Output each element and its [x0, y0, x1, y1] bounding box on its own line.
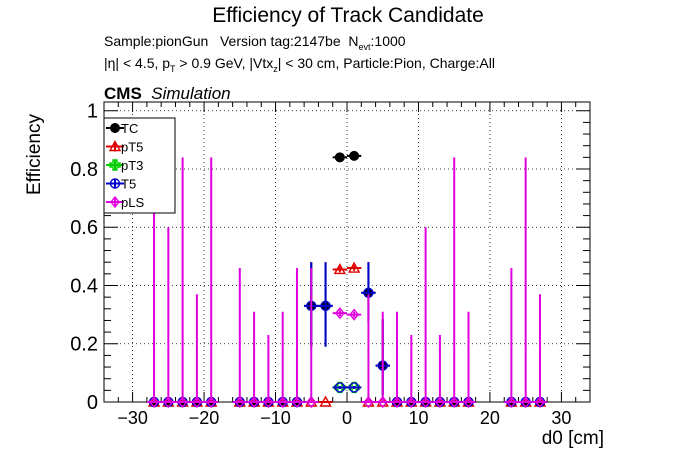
data-point — [334, 152, 345, 163]
legend-label-pls: pLS — [121, 195, 144, 210]
legend-marker — [109, 159, 121, 171]
data-point — [420, 395, 431, 409]
cms-label: CMS Simulation — [104, 84, 231, 104]
x-tick-label: −20 — [189, 408, 220, 428]
data-point — [463, 395, 474, 409]
data-point — [192, 395, 202, 409]
data-point — [333, 263, 347, 275]
data-point — [535, 395, 545, 409]
legend-label-t5: T5 — [121, 177, 136, 192]
legend-label-tc: TC — [121, 121, 138, 136]
simulation-text: Simulation — [151, 84, 231, 103]
cuts-part-c: | < 30 cm, Particle:Pion, Charge:All — [277, 55, 495, 71]
vtx-subscript: z — [273, 63, 278, 74]
chart-title: Efficiency of Track Candidate — [212, 4, 484, 27]
data-point — [149, 395, 159, 409]
data-point — [520, 395, 531, 409]
data-point — [363, 395, 374, 409]
data-point — [249, 395, 259, 409]
y-tick-label: 0.6 — [70, 217, 98, 239]
x-tick-label: 10 — [408, 408, 428, 428]
x-tick-label: 0 — [342, 408, 352, 428]
data-point — [348, 381, 360, 394]
data-point — [292, 395, 302, 409]
data-point — [319, 395, 332, 407]
data-point — [435, 395, 445, 409]
x-tick-label: −30 — [117, 408, 148, 428]
data-point — [377, 395, 388, 409]
nevt-label: N — [348, 33, 359, 49]
legend-marker — [109, 178, 121, 189]
data-point — [334, 381, 346, 394]
x-tick-label: −10 — [260, 408, 291, 428]
data-point — [392, 395, 402, 409]
data-point — [163, 395, 174, 409]
data-point — [263, 395, 274, 409]
y-tick-label: 0 — [87, 392, 98, 414]
sample-info-line: Sample:pionGun Version tag:2147be Nevt:1… — [104, 33, 406, 52]
legend-label-pt5: pT5 — [121, 140, 143, 155]
x-tick-label: 30 — [551, 408, 571, 428]
cms-text: CMS — [104, 84, 142, 103]
legend: TC pT5 pT3 T5 pLS — [103, 117, 176, 214]
pt-subscript: T — [170, 63, 176, 74]
legend-marker — [108, 140, 122, 152]
x-tick-label: 20 — [480, 408, 500, 428]
legend-label-pt3: pT3 — [121, 158, 143, 173]
data-point — [206, 395, 217, 409]
y-tick-label: 0.2 — [70, 334, 98, 356]
data-point — [349, 150, 360, 161]
cuts-part-b: > 0.9 GeV, |Vtx — [175, 55, 274, 71]
legend-marker — [110, 195, 120, 209]
legend-marker — [110, 123, 120, 133]
data-point — [234, 395, 245, 409]
y-tick-label: 1 — [87, 101, 98, 123]
data-point — [349, 308, 360, 321]
version-tag: Version tag:2147be — [219, 33, 341, 49]
data-point — [334, 307, 345, 320]
data-point — [177, 395, 188, 409]
x-axis-label: d0 [cm] — [541, 428, 604, 449]
data-point — [320, 300, 331, 312]
cuts-part-a: |η| < 4.5, p — [104, 55, 171, 71]
data-point — [406, 395, 417, 409]
selection-cuts-line: |η| < 4.5, pT > 0.9 GeV, |Vtxz| < 30 cm,… — [104, 55, 495, 74]
sample-label: Sample:pionGun — [104, 33, 209, 49]
data-point — [506, 395, 517, 409]
series-pls — [146, 157, 548, 409]
nevt-value: :1000 — [370, 33, 406, 49]
y-tick-label: 0.4 — [70, 275, 98, 297]
data-point — [277, 395, 288, 409]
data-point — [334, 382, 346, 393]
data-point — [449, 395, 460, 409]
data-point — [348, 382, 360, 393]
y-tick-label: 0.8 — [70, 159, 98, 181]
nevt-subscript: evt — [358, 41, 371, 52]
data-point — [347, 261, 361, 273]
data-point — [306, 395, 317, 409]
